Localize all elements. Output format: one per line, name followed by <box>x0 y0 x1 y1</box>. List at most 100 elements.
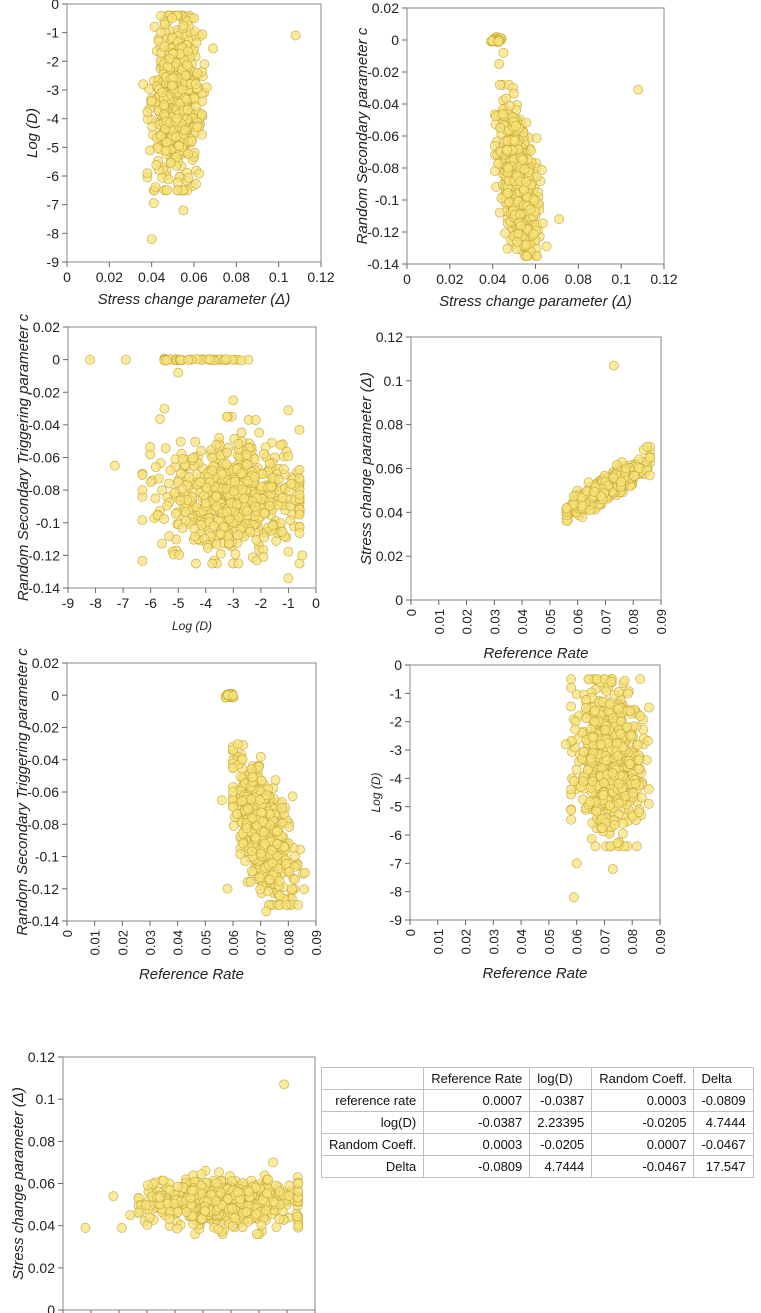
scatter-point <box>284 1190 294 1201</box>
x-axis-label: Reference Rate <box>483 645 588 662</box>
scatter-point <box>215 1187 226 1198</box>
scatter-point <box>585 796 595 807</box>
scatter-point <box>221 354 231 364</box>
scatter-points <box>216 688 310 917</box>
x-tick-label: -7 <box>117 595 130 611</box>
scatter-point <box>509 135 520 146</box>
scatter-point <box>590 705 600 716</box>
y-tick-label: -7 <box>390 855 403 871</box>
scatter-point <box>232 739 243 750</box>
scatter-point <box>263 1174 273 1185</box>
scatter-point <box>164 531 174 542</box>
scatter-point <box>197 129 207 140</box>
row-header-cell: reference rate <box>320 1089 425 1112</box>
x-tick-label: 0.06 <box>522 271 549 287</box>
scatter-point <box>237 754 248 765</box>
scatter-point <box>178 20 189 31</box>
scatter-point <box>568 775 579 786</box>
scatter-point <box>116 1222 127 1233</box>
y-tick-label: -0.12 <box>27 881 59 897</box>
scatter-point <box>294 464 305 475</box>
scatter-point <box>239 493 250 504</box>
scatter-point <box>264 458 275 469</box>
x-tick-label: -5 <box>172 595 185 611</box>
scatter-panel-p1: 0 -1 -2 -3 -4 -5 -6 -7 -8 -9 0 0.02 0.04 0.06 0.08 0.1 0… <box>0 0 340 310</box>
scatter-point <box>608 713 618 723</box>
scatter-point <box>173 477 184 488</box>
chart-svg-p4: 00.020.040.060.080.10.120 0.01 0.02 0.03 0.0… <box>358 329 669 662</box>
x-tick-label: 0.04 <box>138 269 165 285</box>
y-tick-label: 0.02 <box>28 1260 55 1276</box>
scatter-point <box>299 867 310 878</box>
scatter-point <box>162 500 172 511</box>
y-tick-label: -1 <box>390 685 403 701</box>
scatter-point <box>169 1198 180 1209</box>
scatter-point <box>167 80 177 91</box>
scatter-point <box>601 686 612 697</box>
scatter-point <box>150 182 161 192</box>
chart-svg-p5: 0.020-0.02-0.04-0.06-0.08-0.1-0.12-0.140… <box>14 648 324 983</box>
scatter-point <box>635 711 646 721</box>
scatter-point <box>133 1207 144 1218</box>
scatter-point <box>277 492 288 503</box>
x-tick-label: 0.08 <box>565 271 592 287</box>
scatter-point <box>233 438 244 449</box>
scatter-point <box>214 1167 224 1178</box>
scatter-point <box>137 469 148 480</box>
scatter-point <box>180 506 191 517</box>
scatter-points <box>561 360 655 526</box>
scatter-point <box>246 794 257 805</box>
scatter-point <box>258 827 269 838</box>
scatter-point <box>242 459 252 470</box>
scatter-point <box>299 884 310 895</box>
scatter-point <box>254 795 265 806</box>
scatter-point <box>283 546 294 557</box>
x-tick-label: 0.01 <box>431 929 446 954</box>
scatter-point <box>580 703 591 713</box>
scatter-point <box>293 1220 304 1231</box>
scatter-point <box>182 104 193 115</box>
x-tick-label: -1 <box>282 595 295 611</box>
chart-svg-p1: 0-1-2-3-4-5-6-7-8-90 0.02 0.04 0.06 0.08 0.1 0… <box>24 0 335 308</box>
y-tick-label: 0.12 <box>28 1049 55 1065</box>
chart-svg-p7: 00.020.040.060.080.10.12-9-8-7-6-5-4-3-2… <box>10 1049 316 1313</box>
scatter-point <box>258 449 269 460</box>
y-tick-label: -0.02 <box>28 384 60 400</box>
scatter-point <box>109 460 120 471</box>
x-axis-label: Reference Rate <box>139 966 244 983</box>
y-tick-label: -0.02 <box>27 720 59 736</box>
scatter-point <box>145 477 156 487</box>
x-tick-label: 0.03 <box>487 609 502 634</box>
scatter-point <box>161 137 172 148</box>
scatter-point <box>294 473 305 484</box>
scatter-point <box>230 549 241 559</box>
scatter-point <box>287 883 297 894</box>
scatter-panel-p7: 00.020.040.060.080.10.12-9-8-7-6-5-4-3-2… <box>0 1040 320 1313</box>
scatter-point <box>284 821 295 832</box>
x-tick-label: 0 <box>404 609 419 616</box>
y-tick-label: -8 <box>390 884 403 900</box>
x-axis-label: Log (D) <box>172 619 212 633</box>
scatter-point <box>202 542 213 553</box>
scatter-point <box>577 500 588 511</box>
scatter-point <box>151 159 162 170</box>
scatter-point <box>566 701 576 712</box>
scatter-panel-p3: 0.02 0 -0.02 -0.04 -0.06 -0.08 -0.1 -0.12 -0.14-… <box>0 310 340 640</box>
scatter-point <box>276 802 287 813</box>
scatter-point <box>273 474 284 485</box>
scatter-point <box>525 204 536 215</box>
scatter-point <box>174 140 184 151</box>
scatter-point <box>164 478 174 489</box>
scatter-point <box>521 176 531 187</box>
scatter-point <box>201 82 212 93</box>
scatter-point <box>266 481 277 492</box>
x-tick-label: 0.03 <box>486 929 501 954</box>
scatter-point <box>278 464 289 475</box>
scatter-point <box>221 459 232 470</box>
scatter-point <box>228 395 239 406</box>
table-row: Random Coeff. 0.0003 -0.0205 0.0007 -0.0… <box>320 1133 754 1156</box>
scatter-point <box>177 523 188 534</box>
x-tick-label: 0.04 <box>171 930 186 955</box>
y-axis-label: Log (D) <box>24 108 41 158</box>
y-axis-label: Stress change parameter (Δ) <box>358 372 375 565</box>
